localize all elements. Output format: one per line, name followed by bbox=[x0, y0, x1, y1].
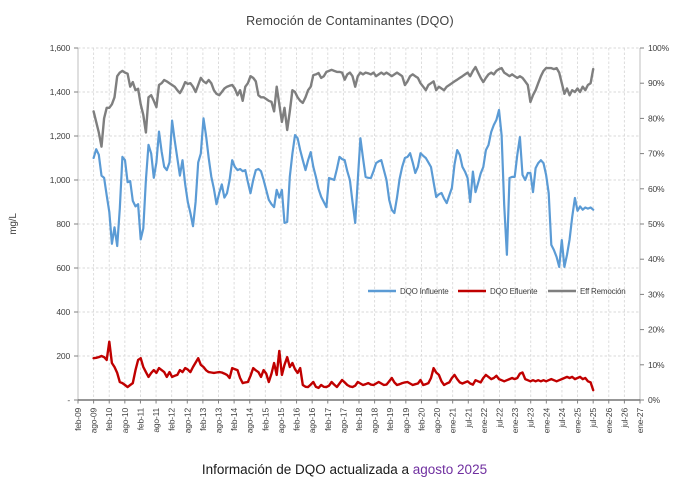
y-axis-left-title: mg/L bbox=[8, 213, 19, 235]
svg-text:feb-16: feb-16 bbox=[292, 408, 302, 431]
svg-text:10%: 10% bbox=[648, 360, 665, 370]
y-axis-left-tick-labels: 1,600 1,400 1,200 1,000 800 600 400 200 - bbox=[50, 43, 71, 405]
svg-text:feb-11: feb-11 bbox=[135, 408, 145, 431]
svg-text:ago-19: ago-19 bbox=[401, 408, 411, 434]
svg-text:feb-18: feb-18 bbox=[354, 408, 364, 431]
axes bbox=[74, 47, 644, 404]
svg-text:feb-17: feb-17 bbox=[323, 408, 333, 431]
svg-text:400: 400 bbox=[56, 307, 70, 317]
series-line-dqo-efluente bbox=[92, 340, 595, 392]
svg-text:1,200: 1,200 bbox=[50, 131, 71, 141]
svg-text:200: 200 bbox=[56, 351, 70, 361]
svg-text:1,600: 1,600 bbox=[50, 43, 71, 53]
svg-text:1,400: 1,400 bbox=[50, 87, 71, 97]
svg-text:ago-20: ago-20 bbox=[432, 408, 442, 434]
chart-title: Remoción de Contaminantes (DQO) bbox=[246, 14, 454, 28]
svg-text:50%: 50% bbox=[648, 219, 665, 229]
legend-label-efluente: DQO Efluente bbox=[490, 287, 538, 296]
svg-text:800: 800 bbox=[56, 219, 70, 229]
svg-text:ene-21: ene-21 bbox=[448, 408, 458, 434]
svg-text:feb-14: feb-14 bbox=[229, 408, 239, 431]
svg-text:ago-12: ago-12 bbox=[182, 408, 192, 434]
svg-text:80%: 80% bbox=[648, 113, 665, 123]
caption-prefix: Información de DQO actualizada a bbox=[201, 462, 413, 477]
svg-text:jul-24: jul-24 bbox=[557, 408, 567, 429]
svg-text:30%: 30% bbox=[648, 289, 665, 299]
svg-text:1,000: 1,000 bbox=[50, 175, 71, 185]
svg-text:ene-27: ene-27 bbox=[635, 408, 645, 434]
series-line-eff-remoción bbox=[92, 65, 595, 148]
svg-text:60%: 60% bbox=[648, 184, 665, 194]
svg-text:jul-21: jul-21 bbox=[463, 408, 473, 429]
caption: Información de DQO actualizada a agosto … bbox=[0, 462, 689, 477]
svg-text:feb-09: feb-09 bbox=[73, 408, 83, 431]
svg-text:ene-25: ene-25 bbox=[573, 408, 583, 434]
svg-text:jul-22: jul-22 bbox=[495, 408, 505, 429]
svg-text:ago-14: ago-14 bbox=[245, 408, 255, 434]
svg-text:40%: 40% bbox=[648, 254, 665, 264]
gridlines bbox=[78, 47, 641, 400]
y-axis-right-tick-labels: 100% 90% 80% 70% 60% 50% 40% 30% 20% 10% 0% bbox=[648, 43, 670, 405]
x-axis-tick-labels: feb-09 ago-09 feb-10 ago-10 feb-11 ago-11 feb-… bbox=[73, 408, 645, 434]
svg-text:ago-09: ago-09 bbox=[89, 408, 99, 434]
svg-text:ago-10: ago-10 bbox=[120, 408, 130, 434]
series-lines bbox=[92, 65, 595, 392]
svg-text:ago-16: ago-16 bbox=[307, 408, 317, 434]
svg-text:20%: 20% bbox=[648, 325, 665, 335]
legend-label-remocion: Eff Remoción bbox=[580, 287, 625, 296]
svg-text:ene-22: ene-22 bbox=[479, 408, 489, 434]
svg-text:70%: 70% bbox=[648, 149, 665, 159]
svg-text:ago-17: ago-17 bbox=[338, 408, 348, 434]
svg-text:ago-15: ago-15 bbox=[276, 408, 286, 434]
svg-text:ene-23: ene-23 bbox=[510, 408, 520, 434]
svg-text:ene-24: ene-24 bbox=[541, 408, 551, 434]
svg-text:jul-26: jul-26 bbox=[619, 408, 629, 429]
series-line-dqo-influente bbox=[92, 108, 595, 268]
legend-label-influente: DQO Influente bbox=[400, 287, 449, 296]
svg-text:600: 600 bbox=[56, 263, 70, 273]
svg-text:90%: 90% bbox=[648, 78, 665, 88]
svg-text:ago-18: ago-18 bbox=[370, 408, 380, 434]
svg-text:0%: 0% bbox=[648, 395, 661, 405]
svg-text:feb-10: feb-10 bbox=[104, 408, 114, 431]
svg-text:feb-19: feb-19 bbox=[385, 408, 395, 431]
chart-canvas: Remoción de Contaminantes (DQO) 1,600 1,4… bbox=[8, 14, 670, 434]
svg-text:ene-26: ene-26 bbox=[604, 408, 614, 434]
svg-text:ago-11: ago-11 bbox=[151, 408, 161, 433]
caption-highlight: agosto 2025 bbox=[412, 462, 488, 477]
svg-text:100%: 100% bbox=[648, 43, 670, 53]
svg-text:-: - bbox=[67, 395, 70, 405]
svg-text:jul-25: jul-25 bbox=[588, 408, 598, 429]
svg-text:feb-15: feb-15 bbox=[260, 408, 270, 431]
svg-text:feb-13: feb-13 bbox=[198, 408, 208, 431]
svg-text:feb-12: feb-12 bbox=[167, 408, 177, 431]
svg-text:ago-13: ago-13 bbox=[214, 408, 224, 434]
svg-text:jul-23: jul-23 bbox=[526, 408, 536, 429]
chart-legend: DQO Influente DQO Efluente Eff Remoción bbox=[368, 287, 626, 296]
svg-text:feb-20: feb-20 bbox=[416, 408, 426, 431]
